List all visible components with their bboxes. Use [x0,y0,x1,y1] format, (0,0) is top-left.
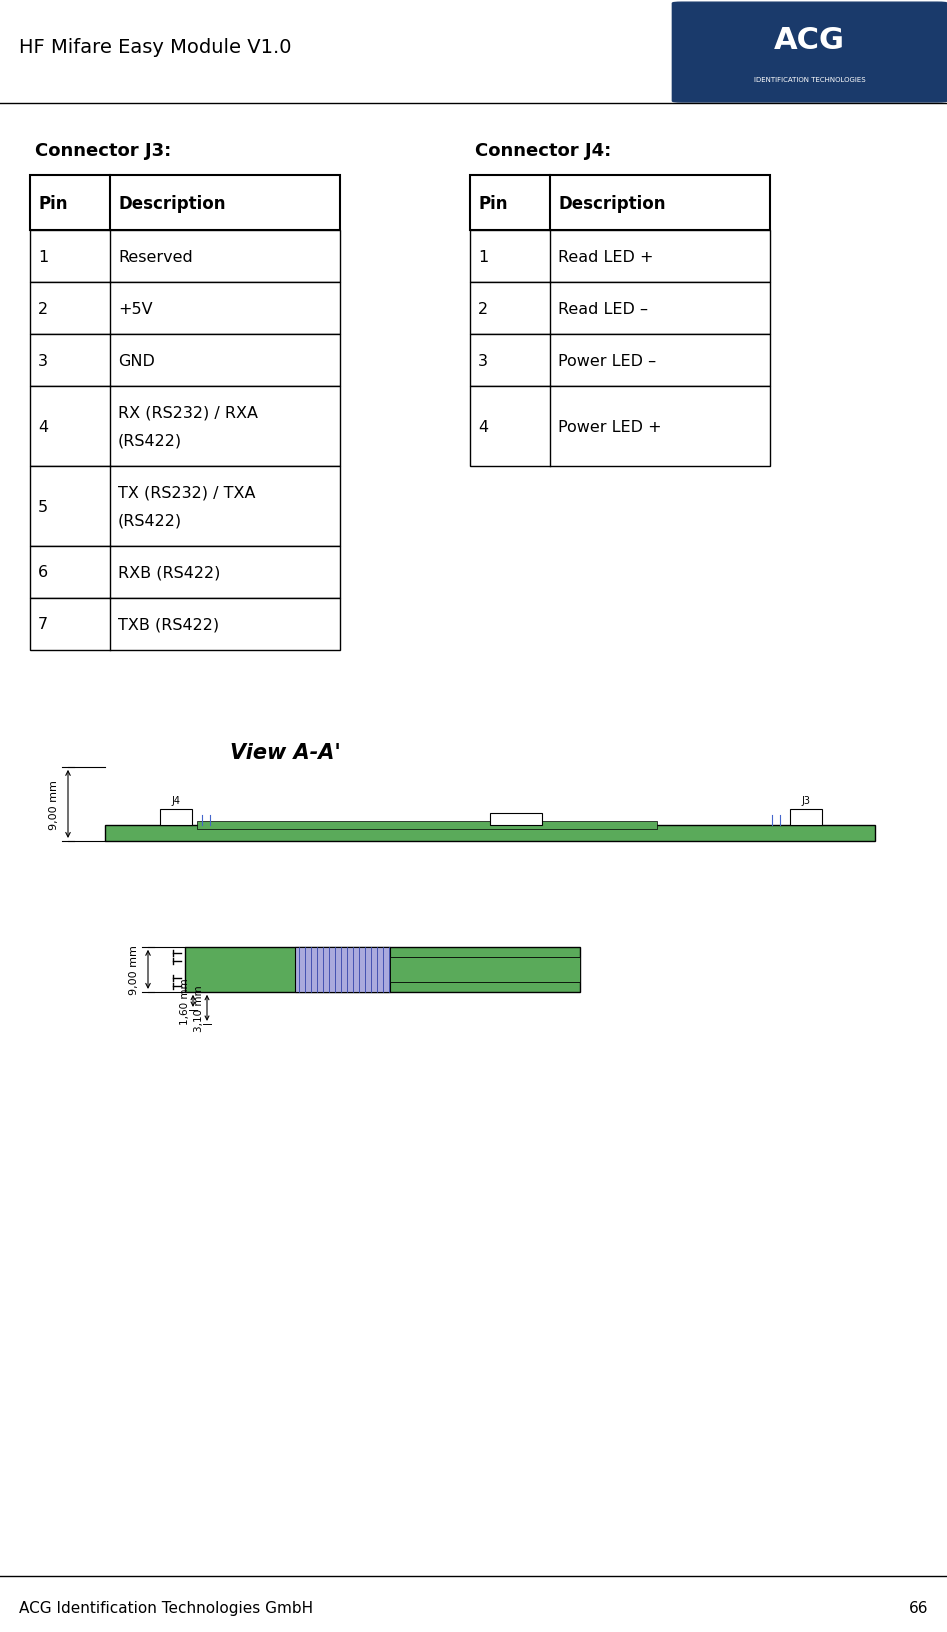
Text: Read LED –: Read LED – [558,302,648,317]
Bar [30,282,340,335]
Bar [30,467,340,547]
Text: Power LED –: Power LED – [558,354,656,369]
Bar [197,821,657,829]
Bar [490,813,542,826]
Text: Power LED +: Power LED + [558,419,662,434]
Bar [470,282,770,335]
Text: 6: 6 [38,565,48,579]
Text: TX (RS232) / TXA: TX (RS232) / TXA [118,486,256,501]
Text: 5: 5 [38,499,48,514]
FancyBboxPatch shape [672,3,947,103]
Bar [30,387,340,467]
Bar [30,599,340,651]
Text: 1,60 mm: 1,60 mm [180,978,190,1025]
Text: +5V: +5V [118,302,152,317]
Bar [470,232,770,282]
Text: Pin: Pin [478,194,508,212]
Bar [30,547,340,599]
Text: 9,00 mm: 9,00 mm [129,945,139,994]
Text: GND: GND [118,354,155,369]
Text: Connector J3:: Connector J3: [35,142,171,160]
Text: HF Mifare Easy Module V1.0: HF Mifare Easy Module V1.0 [19,38,292,57]
Text: 7: 7 [38,617,48,632]
Text: 4: 4 [38,419,48,434]
Text: 3,10 mm: 3,10 mm [194,986,204,1031]
Text: IDENTIFICATION TECHNOLOGIES: IDENTIFICATION TECHNOLOGIES [754,77,866,83]
Text: Description: Description [558,194,666,212]
Text: TXB (RS422): TXB (RS422) [118,617,219,632]
Text: RX (RS232) / RXA: RX (RS232) / RXA [118,406,258,421]
Text: 1: 1 [38,250,48,264]
Text: (RS422): (RS422) [118,434,182,449]
Text: Reserved: Reserved [118,250,193,264]
Bar [390,958,580,982]
Text: View A-A': View A-A' [230,743,341,762]
Text: J3: J3 [801,795,811,806]
Text: Connector J4:: Connector J4: [475,142,611,160]
Bar [790,809,822,826]
Text: 3: 3 [478,354,488,369]
Text: RXB (RS422): RXB (RS422) [118,565,221,579]
Text: Pin: Pin [38,194,67,212]
Text: ACG Identification Technologies GmbH: ACG Identification Technologies GmbH [19,1599,313,1614]
Bar [160,809,192,826]
Text: (RS422): (RS422) [118,514,182,529]
Bar [470,387,770,467]
Bar [295,947,390,992]
Bar [105,826,875,842]
Text: 66: 66 [908,1599,928,1614]
Text: Read LED +: Read LED + [558,250,653,264]
Text: 2: 2 [38,302,48,317]
Text: 3: 3 [38,354,48,369]
Text: Description: Description [118,194,225,212]
Text: 4: 4 [478,419,488,434]
Bar [30,335,340,387]
Bar [30,232,340,282]
Text: 1: 1 [478,250,489,264]
Text: 2: 2 [478,302,488,317]
Bar [470,335,770,387]
Text: J4: J4 [171,795,181,806]
Bar [185,947,580,992]
Text: ACG: ACG [775,26,845,55]
Bar [470,176,770,232]
Bar [30,176,340,232]
Text: 9,00 mm: 9,00 mm [49,780,59,829]
